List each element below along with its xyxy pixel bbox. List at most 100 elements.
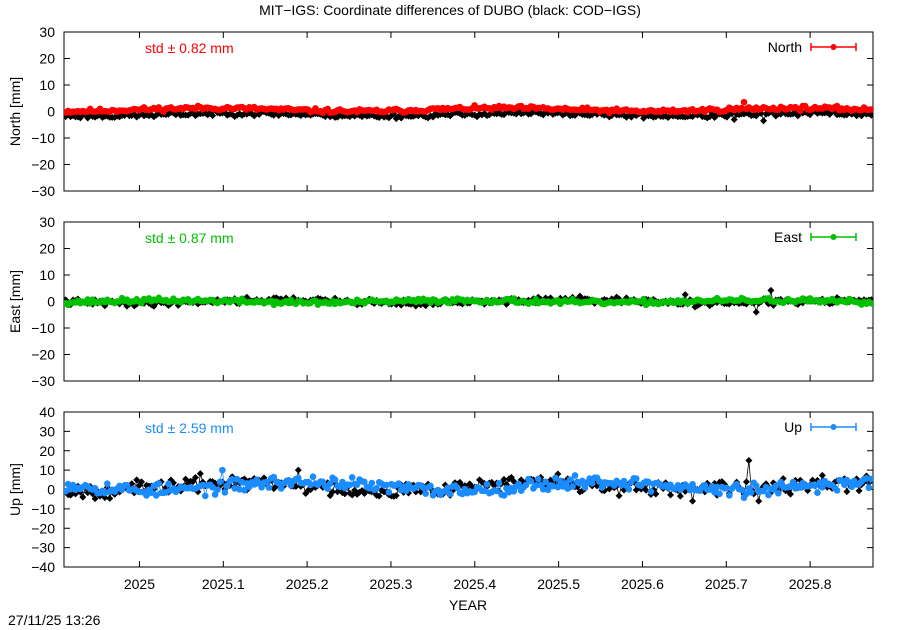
- data-point: [348, 474, 356, 481]
- data-point: [689, 480, 696, 488]
- data-point: [422, 490, 429, 497]
- data-point: [201, 492, 209, 500]
- data-point: [755, 497, 763, 505]
- data-point: [104, 480, 111, 487]
- x-tick-label: 2025.6: [621, 576, 664, 592]
- y-tick-label: 10: [39, 77, 55, 93]
- legend-label: Up: [784, 419, 802, 435]
- x-tick-label: 2025.1: [202, 576, 245, 592]
- data-point: [554, 483, 562, 491]
- data-point: [123, 481, 131, 489]
- legend-label: North: [768, 39, 802, 55]
- y-tick-label: −30: [31, 183, 55, 199]
- y-tick-label: 20: [39, 51, 55, 67]
- data-point: [855, 487, 863, 495]
- data-point: [865, 484, 873, 492]
- data-point: [214, 486, 221, 493]
- data-point: [833, 487, 841, 494]
- data-point: [676, 492, 684, 500]
- data-point: [221, 489, 229, 496]
- data-point: [216, 478, 224, 486]
- data-point: [419, 484, 427, 491]
- data-point: [789, 478, 797, 486]
- data-point: [495, 480, 503, 487]
- data-point: [767, 286, 775, 294]
- data-point: [569, 483, 576, 490]
- data-point: [500, 475, 508, 483]
- data-point: [787, 490, 795, 498]
- data-point: [209, 483, 216, 491]
- data-point: [155, 480, 163, 487]
- data-point: [91, 495, 99, 503]
- y-axis-label: Up [mm]: [7, 463, 23, 516]
- data-point: [402, 487, 410, 495]
- data-point: [368, 479, 376, 487]
- y-tick-label: 0: [47, 294, 55, 310]
- y-tick-label: −40: [31, 559, 55, 575]
- data-point: [196, 470, 204, 478]
- data-point: [241, 486, 248, 494]
- data-point: [64, 480, 72, 488]
- data-point: [375, 492, 383, 500]
- data-point: [427, 482, 434, 490]
- data-point: [446, 490, 454, 498]
- data-point: [667, 491, 675, 499]
- data-point: [294, 466, 302, 474]
- data-point: [348, 491, 356, 499]
- chart-title: MIT−IGS: Coordinate differences of DUBO …: [259, 2, 641, 18]
- data-point: [542, 478, 549, 486]
- data-point: [326, 480, 334, 487]
- data-point: [868, 300, 873, 307]
- data-point: [752, 482, 760, 490]
- data-point: [867, 111, 873, 119]
- std-annotation: std ± 0.82 mm: [145, 40, 234, 56]
- x-tick-label: 2025.3: [370, 576, 413, 592]
- data-point: [647, 488, 655, 495]
- data-point: [814, 489, 821, 496]
- data-point: [713, 483, 721, 491]
- data-point: [708, 482, 716, 490]
- data-point: [275, 479, 283, 487]
- x-tick-label: 2025.5: [537, 576, 580, 592]
- data-point: [571, 472, 579, 479]
- data-point: [295, 474, 302, 482]
- data-point: [91, 484, 99, 492]
- data-point: [738, 104, 745, 112]
- data-point: [231, 485, 238, 492]
- y-tick-label: 10: [39, 267, 55, 283]
- data-point: [598, 484, 606, 491]
- data-point: [277, 485, 285, 492]
- data-point: [742, 478, 750, 486]
- data-point: [341, 490, 349, 498]
- y-tick-label: −30: [31, 540, 55, 556]
- y-tick-label: 0: [47, 482, 55, 498]
- data-point: [353, 481, 361, 488]
- data-point: [150, 482, 158, 490]
- legend-marker: [830, 424, 837, 430]
- data-point: [588, 480, 596, 487]
- data-point: [615, 492, 623, 500]
- plot-panels: 30 20 10 0 −10 −20 −30 North [mm] std ± 0.82 mm N…: [7, 24, 874, 592]
- data-point: [552, 474, 559, 482]
- data-point: [329, 488, 337, 496]
- y-tick-label: 20: [39, 443, 55, 459]
- data-point: [263, 478, 270, 486]
- data-point: [566, 476, 574, 483]
- data-point: [760, 117, 768, 125]
- x-tick-label: 2025.4: [453, 576, 496, 592]
- y-tick-label: −20: [31, 157, 55, 173]
- y-tick-label: 30: [39, 423, 55, 439]
- y-tick-label: −20: [31, 347, 55, 363]
- data-point: [395, 480, 403, 487]
- data-point: [493, 487, 500, 495]
- data-point: [346, 481, 354, 489]
- y-tick-label: −10: [31, 501, 55, 517]
- data-point: [152, 492, 160, 499]
- data-point: [868, 475, 873, 483]
- data-point: [385, 488, 393, 496]
- data-point: [640, 295, 647, 303]
- data-point: [725, 492, 733, 499]
- data-point: [632, 475, 640, 482]
- data-point: [733, 480, 740, 488]
- data-point: [515, 480, 522, 488]
